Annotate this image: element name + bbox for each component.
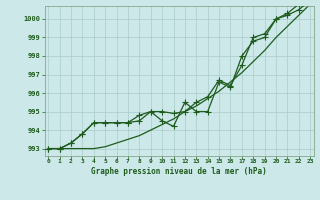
X-axis label: Graphe pression niveau de la mer (hPa): Graphe pression niveau de la mer (hPa)	[91, 167, 267, 176]
